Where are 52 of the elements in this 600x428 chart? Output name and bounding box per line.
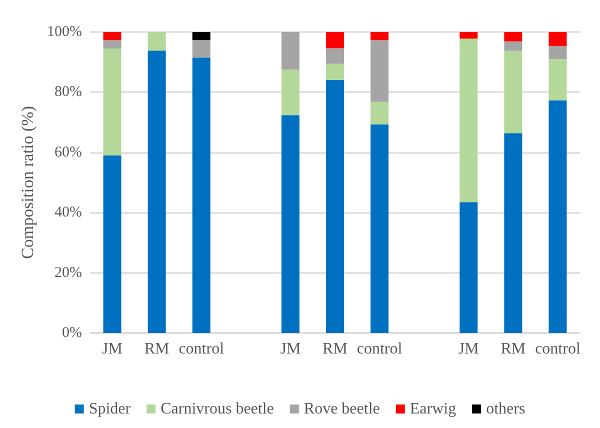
x-tick-label: JM [280,340,301,358]
bar [370,40,389,102]
y-axis-title: Composition ratio (%) [18,106,38,259]
y-tick-label: 80% [54,84,82,100]
bar [103,48,122,156]
legend-label: Spider [88,400,132,418]
x-tick-label: control [535,340,581,358]
bar [370,124,389,333]
bar [192,40,210,58]
bar [548,32,567,46]
bar [326,64,344,80]
x-tick-label: RM [500,340,526,358]
bar [326,80,344,333]
bar [460,38,478,202]
x-tick-label: RM [144,340,170,358]
legend-label: Carnivrous beetle [160,400,274,418]
x-tick-label: JM [102,340,122,358]
bar [370,102,389,124]
bar [504,133,522,333]
legend-label: Earwig [410,400,456,418]
legend-label: Rove beetle [304,400,380,418]
y-tick-label: 40% [54,204,82,221]
x-tick-label: RM [322,340,348,358]
y-tick-label: 20% [54,264,82,281]
bar [281,115,300,333]
bar [504,32,522,42]
x-tick-label: control [178,340,225,358]
bar [281,70,300,116]
x-tick-label: control [356,340,403,358]
y-tick-label: 0% [62,325,82,341]
bar [548,100,567,333]
legend-label: others [486,400,526,418]
x-tick-label: JM [458,340,479,358]
bar [504,41,522,51]
y-tick-label: 60% [54,144,82,160]
bar [326,48,344,64]
bar [192,32,210,40]
bar [370,32,389,40]
bar [326,32,344,48]
bar [103,155,122,333]
bar [548,59,567,100]
bar [281,32,300,70]
bar [148,50,166,333]
bar [103,40,122,49]
bar [103,32,122,40]
bar [460,202,478,333]
bar [460,32,478,39]
y-tick-label: 100% [47,24,82,40]
bar [192,58,210,333]
bar [504,50,522,134]
bar [148,32,166,51]
bar [548,46,567,60]
